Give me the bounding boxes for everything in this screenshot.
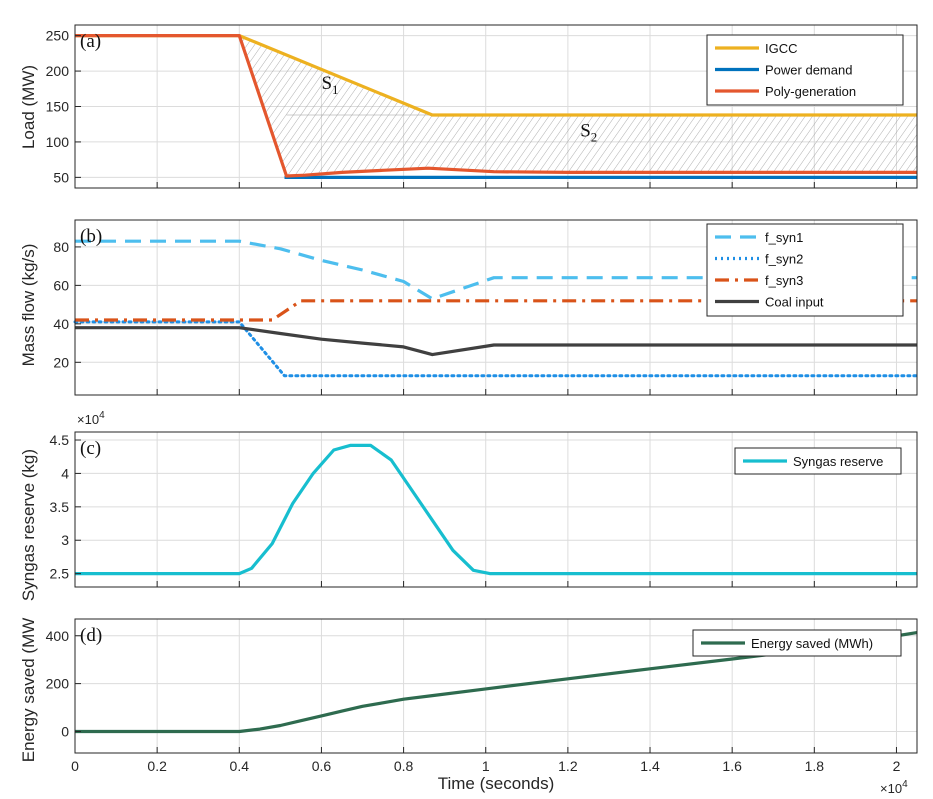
series-line-syngas-reserve bbox=[75, 443, 917, 576]
y-tick-label: 50 bbox=[53, 169, 69, 185]
x-tick-label: 1.8 bbox=[805, 758, 825, 774]
legend: IGCC Power demand Poly-generation bbox=[706, 34, 904, 106]
y-axis-label: Energy saved (MW bbox=[19, 618, 38, 763]
y-tick-label: 150 bbox=[46, 99, 70, 115]
x-tick-label: 1.6 bbox=[722, 758, 742, 774]
panel-label: (c) bbox=[80, 438, 101, 459]
y-tick-label: 0 bbox=[61, 723, 69, 739]
x-exponent-power: 4 bbox=[902, 779, 908, 790]
y-tick-label: 200 bbox=[46, 63, 70, 79]
y-tick-label: 3 bbox=[61, 532, 69, 548]
series-line-coal-input bbox=[75, 326, 917, 357]
legend-entry-label: Power demand bbox=[765, 63, 852, 78]
x-tick-label: 0.6 bbox=[312, 758, 332, 774]
legend-entry-label: f_syn2 bbox=[765, 252, 803, 267]
hatched-region-s1-s2 bbox=[239, 35, 918, 176]
series-line-energy-saved-mwh- bbox=[75, 631, 918, 734]
panel-c: 2.5 3 3.5 4 4.5 Syngas reserve (kg) (c) ×104 Syn… bbox=[19, 410, 918, 601]
y-tick-label: 40 bbox=[53, 316, 69, 332]
x-tick-label: 1.4 bbox=[640, 758, 660, 774]
panel-d: 0 200 400 Energy saved (MW (d) Energy saved (… bbox=[19, 618, 918, 796]
x-exponent-label: ×104 bbox=[880, 779, 908, 796]
legend: Energy saved (MWh) bbox=[692, 629, 902, 657]
y-tick-label: 400 bbox=[46, 628, 70, 644]
x-tick-label: 1 bbox=[482, 758, 490, 774]
series-line-poly-generation bbox=[75, 34, 917, 178]
axes-box bbox=[74, 219, 918, 396]
series-line-f-syn3 bbox=[75, 299, 917, 322]
y-tick-label: 20 bbox=[53, 354, 69, 370]
y-tick-label: 80 bbox=[53, 239, 69, 255]
x-tick-label: 2 bbox=[893, 758, 901, 774]
panel-label: (a) bbox=[80, 31, 101, 52]
legend: f_syn1 f_syn2 f_syn3 Coal input bbox=[706, 223, 904, 317]
legend-entry-label: Energy saved (MWh) bbox=[751, 636, 873, 651]
x-tick-label: 0.2 bbox=[147, 758, 167, 774]
region-annotation-subscript: 1 bbox=[332, 82, 339, 97]
panel-label: (b) bbox=[80, 226, 102, 247]
y-axis-label: Syngas reserve (kg) bbox=[19, 449, 38, 601]
region-annotation-subscript: 2 bbox=[591, 129, 598, 144]
y-tick-label: 4.5 bbox=[50, 432, 70, 448]
x-tick-label: 1.2 bbox=[558, 758, 578, 774]
series-line-f-syn2 bbox=[73, 320, 919, 378]
legend-entry-label: f_syn3 bbox=[765, 273, 803, 288]
y-exponent-power: 4 bbox=[99, 410, 105, 421]
y-tick-label: 200 bbox=[46, 676, 70, 692]
y-tick-label: 60 bbox=[53, 277, 69, 293]
legend: Syngas reserve bbox=[734, 447, 902, 475]
y-tick-label: 100 bbox=[46, 134, 70, 150]
x-tick-label: 0.8 bbox=[394, 758, 414, 774]
y-tick-label: 2.5 bbox=[50, 566, 70, 582]
y-axis-label: Mass flow (kg/s) bbox=[19, 244, 38, 367]
x-axis-label: Time (seconds) bbox=[438, 774, 555, 793]
x-tick-label: 0 bbox=[71, 758, 79, 774]
y-axis-label: Load (MW) bbox=[19, 65, 38, 149]
legend-entry-label: IGCC bbox=[765, 41, 798, 56]
y-tick-label: 4 bbox=[61, 465, 69, 481]
y-exponent-label: ×104 bbox=[77, 410, 105, 427]
axes-box bbox=[74, 431, 918, 588]
legend-entry-label: Coal input bbox=[765, 295, 824, 310]
legend-entry-label: Poly-generation bbox=[765, 84, 856, 99]
y-tick-label: 3.5 bbox=[50, 499, 70, 515]
x-tick-label: 0.4 bbox=[230, 758, 250, 774]
legend-entry-label: f_syn1 bbox=[765, 230, 803, 245]
legend-entry-label: Syngas reserve bbox=[793, 454, 883, 469]
series-line-f-syn1 bbox=[75, 239, 917, 301]
y-tick-label: 250 bbox=[46, 28, 70, 44]
axes-box bbox=[74, 618, 918, 754]
panel-label: (d) bbox=[80, 625, 102, 646]
